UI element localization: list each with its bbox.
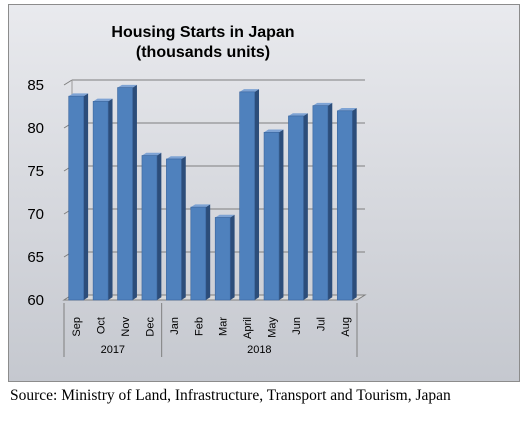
bar-top [117, 84, 137, 88]
x-axis-groups: 2017 2018 [63, 303, 358, 357]
x-category-label: Jun [291, 317, 303, 335]
bar-top [337, 108, 357, 111]
x-group-label: 2018 [247, 344, 271, 356]
source-note: Source: Ministry of Land, Infrastructure… [10, 387, 451, 404]
bar-front [336, 110, 353, 301]
bar [239, 89, 260, 301]
bar-top [68, 93, 89, 97]
bar [190, 204, 211, 301]
bar-front [239, 91, 255, 301]
bar [141, 152, 162, 301]
bar [312, 102, 333, 301]
bar-top [264, 129, 284, 133]
x-category-label: Dec [144, 317, 156, 337]
bar-top [239, 89, 260, 92]
y-tick-label: 70 [27, 206, 44, 223]
x-category-label: Mar [218, 317, 230, 336]
x-category-label: May [267, 317, 279, 338]
bar-top [288, 113, 308, 116]
x-category-label: Jan [169, 317, 181, 335]
bar-side [181, 156, 186, 300]
bar [288, 113, 308, 301]
y-tick-label: 75 [27, 163, 44, 180]
bar-top [141, 152, 162, 156]
x-category-label: Feb [193, 317, 205, 336]
x-group-label: 2017 [101, 344, 125, 356]
bar-side [327, 102, 333, 300]
y-tick-label: 80 [27, 120, 44, 137]
bar-front [288, 115, 304, 301]
y-tick-label: 85 [27, 77, 44, 94]
bar-top [215, 214, 235, 218]
bar-side [352, 108, 357, 300]
bar [68, 93, 89, 301]
bar-side [156, 152, 162, 300]
bar-front [190, 206, 207, 301]
bar-front [68, 95, 85, 301]
y-axis-ticks: 60 65 70 75 80 85 [27, 77, 44, 309]
x-category-label: Nov [120, 317, 132, 337]
y-tick-label: 60 [27, 292, 44, 309]
bar-front [214, 217, 231, 301]
x-category-label: Aug [340, 317, 352, 337]
bars [68, 84, 357, 301]
bar [117, 84, 137, 301]
bar-top [93, 98, 113, 102]
bar-side [132, 84, 137, 300]
bar-side [279, 129, 284, 300]
bar-side [230, 214, 235, 300]
bar [336, 108, 357, 301]
x-category-label: Sep [71, 317, 83, 337]
bar-top [166, 156, 186, 159]
chart-subtitle: (thousands units) [136, 44, 270, 61]
chart-title: Housing Starts in Japan [111, 24, 294, 41]
bar-front [141, 155, 158, 301]
bar [214, 214, 235, 301]
y-tick-label: 65 [27, 249, 44, 266]
bar-side [108, 98, 113, 300]
bar-side [254, 89, 260, 300]
bar-front [312, 105, 329, 301]
bar [166, 156, 186, 301]
bar-top [190, 204, 211, 208]
x-category-label: Oct [96, 317, 108, 334]
x-category-label: Jul [315, 317, 327, 331]
bar-front [117, 87, 133, 301]
chart-frame: Housing Starts in Japan (thousands units… [8, 4, 520, 382]
bar-top [312, 102, 333, 106]
bar [263, 129, 284, 301]
bar-front [166, 158, 182, 301]
x-axis-categories: Sep Oct Nov Dec Jan Feb Mar April May Jun Jul Aug [71, 317, 352, 340]
bar-side [205, 204, 211, 300]
gridline-depth [63, 79, 73, 86]
bar-side [83, 93, 89, 301]
bar-front [92, 101, 109, 301]
bar [92, 98, 113, 301]
bar-front [263, 132, 280, 301]
x-category-label: April [242, 317, 254, 339]
bar-side [303, 113, 308, 301]
chart-svg: Housing Starts in Japan (thousands units… [27, 24, 367, 357]
